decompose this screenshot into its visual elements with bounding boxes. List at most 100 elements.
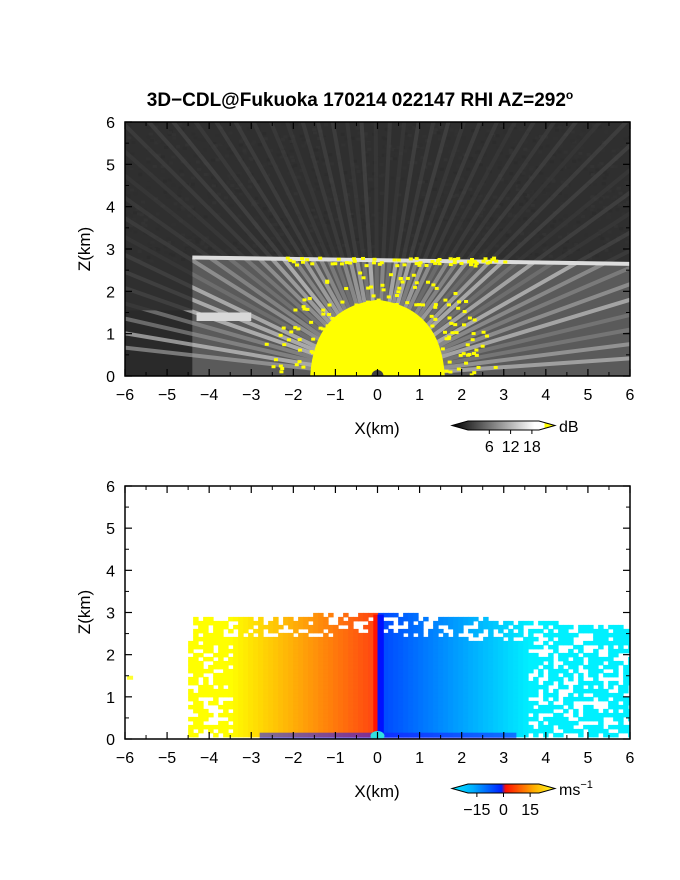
velocity-cell xyxy=(408,660,414,666)
chart-title: 3D−CDL@Fukuoka 170214 022147 RHI AZ=292o xyxy=(147,88,574,111)
velocity-cell xyxy=(488,728,494,734)
velocity-cell xyxy=(393,676,399,682)
velocity-cell xyxy=(213,700,219,706)
velocity-cell xyxy=(368,636,374,642)
velocity-cell xyxy=(303,624,309,630)
velocity-cell xyxy=(238,676,244,682)
velocity-cell xyxy=(473,632,479,638)
velocity-cell xyxy=(568,720,574,726)
velocity-cell xyxy=(528,620,534,626)
velocity-cell xyxy=(478,652,484,658)
velocity-cell xyxy=(333,712,339,718)
velocity-cell xyxy=(338,652,344,658)
velocity-cell xyxy=(613,664,619,670)
velocity-cell xyxy=(608,692,614,698)
velocity-cell xyxy=(568,664,574,670)
velocity-cell xyxy=(283,700,289,706)
velocity-cell xyxy=(453,704,459,710)
velocity-cell xyxy=(198,704,204,710)
velocity-cell xyxy=(508,716,514,722)
velocity-cell xyxy=(448,728,454,734)
velocity-cell xyxy=(308,692,314,698)
velocity-cell xyxy=(318,724,324,730)
velocity-cell xyxy=(318,640,324,646)
velocity-cell xyxy=(513,664,519,670)
velocity-cell xyxy=(228,672,234,678)
velocity-cell xyxy=(283,692,289,698)
velocity-cell xyxy=(548,620,554,626)
velocity-cell xyxy=(513,672,519,678)
velocity-cell xyxy=(203,708,209,714)
velocity-cell xyxy=(448,672,454,678)
velocity-cell xyxy=(193,672,199,678)
velocity-cell xyxy=(553,688,559,694)
backscatter-layer-top-yellow xyxy=(452,257,457,261)
velocity-cell xyxy=(238,656,244,662)
velocity-cell xyxy=(508,652,514,658)
velocity-cell xyxy=(278,708,284,714)
velocity-cell xyxy=(233,700,239,706)
backscatter-layer-top-yellow xyxy=(330,262,335,266)
velocity-cell xyxy=(293,724,299,730)
velocity-cell xyxy=(383,672,389,678)
velocity-cell xyxy=(208,616,214,622)
velocity-cell xyxy=(268,652,274,658)
velocity-xtick-label: 5 xyxy=(583,750,592,767)
velocity-cell xyxy=(458,700,464,706)
velocity-cell xyxy=(193,668,199,674)
velocity-cell xyxy=(223,728,229,734)
velocity-cell xyxy=(213,624,219,630)
velocity-cell xyxy=(288,684,294,690)
velocity-cell xyxy=(313,704,319,710)
velocity-cell xyxy=(298,700,304,706)
velocity-cell xyxy=(218,656,224,662)
backscatter-yellow-cell xyxy=(444,337,449,341)
velocity-cell xyxy=(493,668,499,674)
velocity-cell xyxy=(453,680,459,686)
velocity-cell xyxy=(538,628,544,634)
backscatter-yellow-cell xyxy=(405,301,410,305)
velocity-cell xyxy=(193,732,199,738)
velocity-xtick-label: 1 xyxy=(415,750,424,767)
velocity-cell xyxy=(313,656,319,662)
velocity-cell xyxy=(598,644,604,650)
velocity-cell xyxy=(243,704,249,710)
velocity-cell xyxy=(228,616,234,622)
velocity-cell xyxy=(508,632,514,638)
velocity-cell xyxy=(303,648,309,654)
velocity-cell xyxy=(533,716,539,722)
velocity-cell xyxy=(223,708,229,714)
velocity-cell xyxy=(268,688,274,694)
backscatter-yellow-cell xyxy=(414,303,419,307)
velocity-cell xyxy=(288,644,294,650)
velocity-cell xyxy=(508,684,514,690)
backscatter-yellow-cell xyxy=(464,299,469,303)
velocity-cell xyxy=(448,624,454,630)
velocity-cell xyxy=(388,724,394,730)
velocity-cell xyxy=(233,724,239,730)
backscatter-ray xyxy=(125,316,378,376)
velocity-cell xyxy=(468,680,474,686)
velocity-cell xyxy=(323,724,329,730)
velocity-cell xyxy=(363,688,369,694)
velocity-cell xyxy=(368,684,374,690)
velocity-cell xyxy=(593,688,599,694)
velocity-cell xyxy=(328,612,334,618)
velocity-cell xyxy=(443,676,449,682)
backscatter-yellow-cell xyxy=(465,343,470,347)
backscatter-layer-top-yellow xyxy=(294,263,299,267)
velocity-cell xyxy=(268,668,274,674)
velocity-cell xyxy=(423,716,429,722)
velocity-cell xyxy=(508,644,514,650)
velocity-cell xyxy=(408,712,414,718)
backscatter-yellow-cell xyxy=(394,302,399,306)
velocity-cell xyxy=(353,676,359,682)
velocity-cell xyxy=(473,724,479,730)
backscatter-yellow-cell xyxy=(305,307,310,311)
velocity-cell xyxy=(403,656,409,662)
velocity-cell xyxy=(533,656,539,662)
velocity-cell xyxy=(553,712,559,718)
velocity-cell xyxy=(548,636,554,642)
velocity-cell xyxy=(628,676,630,682)
